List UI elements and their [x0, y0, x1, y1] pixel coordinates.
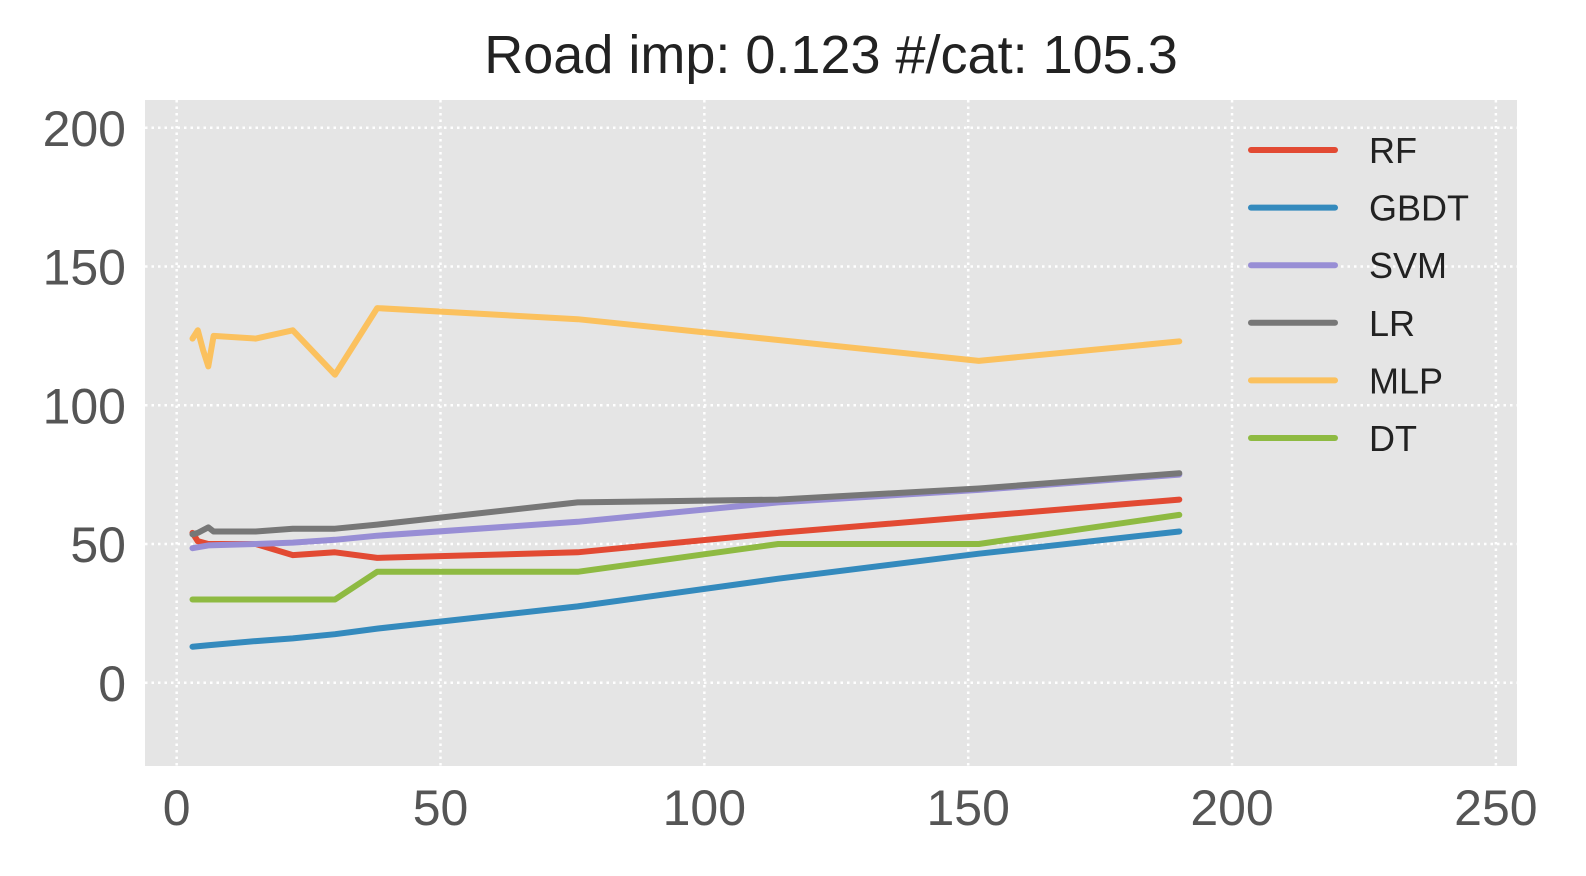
- legend-label-gbdt: GBDT: [1369, 188, 1469, 229]
- x-tick-label: 250: [1454, 780, 1537, 836]
- x-tick-label: 200: [1190, 780, 1273, 836]
- series-line-dt: [189, 511, 1183, 603]
- series-lines: [189, 305, 1183, 650]
- x-tick-label: 150: [926, 780, 1009, 836]
- x-axis-ticks: 0 50 100 150 200 250: [163, 780, 1538, 836]
- chart-title: Road imp: 0.123 #/cat: 105.3: [484, 25, 1177, 85]
- y-axis-ticks: 0 50 100 150 200: [43, 101, 126, 712]
- series-line-lr: [189, 470, 1183, 538]
- y-tick-label: 0: [98, 656, 126, 712]
- x-tick-label: 0: [163, 780, 191, 836]
- legend-label-dt: DT: [1369, 418, 1417, 459]
- legend-label-mlp: MLP: [1369, 360, 1443, 401]
- plot-background: [145, 100, 1517, 766]
- plot-area: [145, 100, 1517, 766]
- legend: RF GBDT SVM LR MLP DT: [1248, 130, 1469, 459]
- y-tick-label: 150: [43, 240, 126, 296]
- y-tick-label: 100: [43, 378, 126, 434]
- legend-label-rf: RF: [1369, 130, 1417, 171]
- legend-label-svm: SVM: [1369, 245, 1447, 286]
- series-line-gbdt: [189, 528, 1183, 650]
- y-tick-label: 50: [70, 517, 126, 573]
- x-tick-label: 50: [413, 780, 469, 836]
- series-line-mlp: [189, 305, 1183, 378]
- legend-label-lr: LR: [1369, 303, 1415, 344]
- x-tick-label: 100: [663, 780, 746, 836]
- y-tick-label: 200: [43, 101, 126, 157]
